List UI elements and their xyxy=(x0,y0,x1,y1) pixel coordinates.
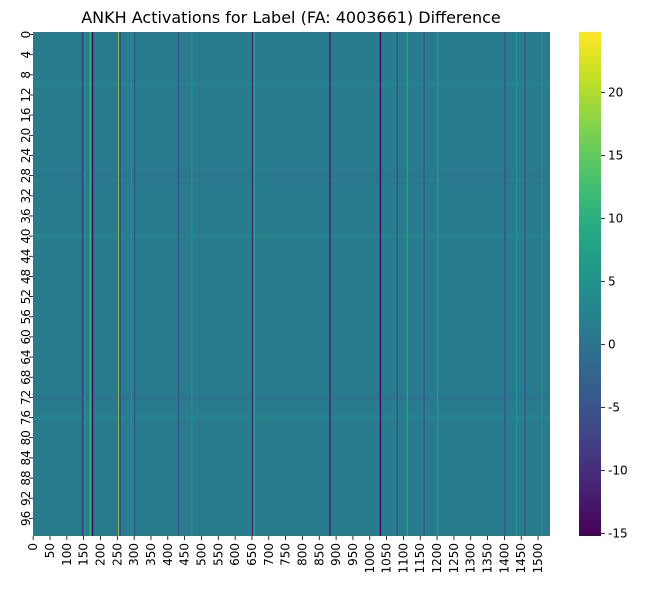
y-tick-label: 92 xyxy=(19,491,33,506)
y-tick-label: 8 xyxy=(19,71,33,79)
y-tick-label: 44 xyxy=(19,249,33,264)
heatmap-background xyxy=(33,32,550,536)
heatmap-row-band xyxy=(33,82,550,88)
x-tick-label: 0 xyxy=(26,543,40,551)
x-tick-label: 300 xyxy=(127,543,141,566)
x-tick-label: 1450 xyxy=(514,543,528,574)
y-tick-label: 64 xyxy=(19,349,33,364)
colorbar-tick-label: -15 xyxy=(608,526,628,540)
x-tick-label: 1100 xyxy=(396,543,410,574)
x-tick-label: 600 xyxy=(228,543,242,566)
colorbar xyxy=(579,32,601,536)
x-tick-label: 500 xyxy=(194,543,208,566)
heatmap-column-stripe xyxy=(329,32,331,536)
x-tick-label: 250 xyxy=(110,543,124,566)
x-tick-label: 700 xyxy=(262,543,276,566)
x-tick-label: 1150 xyxy=(413,543,427,574)
heatmap-column-stripe xyxy=(516,32,518,536)
heatmap-row-band xyxy=(33,173,550,179)
colorbar-tick-label: -10 xyxy=(608,463,628,477)
y-tick-label: 76 xyxy=(19,410,33,425)
x-tick-label: 650 xyxy=(245,543,259,566)
x-tick-label: 1300 xyxy=(464,543,478,574)
x-tick-label: 1200 xyxy=(430,543,444,574)
y-tick-label: 4 xyxy=(19,51,33,59)
heatmap-column-stripe xyxy=(524,32,526,536)
x-tick-label: 800 xyxy=(295,543,309,566)
heatmap-column-stripe xyxy=(423,32,425,536)
heatmap-column-stripe xyxy=(119,32,121,536)
x-tick-label: 100 xyxy=(60,543,74,566)
y-tick-label: 24 xyxy=(19,148,33,163)
y-tick-label: 52 xyxy=(19,289,33,304)
x-tick-label: 50 xyxy=(43,543,57,558)
y-tick-label: 48 xyxy=(19,269,33,284)
x-tick-label: 1250 xyxy=(447,543,461,574)
x-tick-label: 400 xyxy=(161,543,175,566)
heatmap-column-stripe xyxy=(396,32,398,536)
heatmap-column-stripe xyxy=(177,32,180,536)
y-tick-label: 36 xyxy=(19,208,33,223)
x-tick-label: 200 xyxy=(93,543,107,566)
x-axis: 0 50 100 150 200 250 300 350 400 450 500 550 600 650 7… xyxy=(26,536,545,574)
x-tick-label: 1500 xyxy=(531,543,545,574)
heatmap-column-stripe xyxy=(191,32,193,536)
y-tick-label: 84 xyxy=(19,450,33,465)
heatmap-column-stripe xyxy=(504,32,506,536)
x-tick-label: 450 xyxy=(178,543,192,566)
heatmap-plot-area xyxy=(33,32,550,536)
heatmap-column-stripe xyxy=(133,32,136,536)
y-tick-label: 72 xyxy=(19,390,33,405)
y-tick-label: 0 xyxy=(19,31,33,39)
colorbar-tick-label: 20 xyxy=(608,85,623,99)
colorbar-tick-label: 5 xyxy=(608,274,616,288)
heatmap-row-band xyxy=(33,415,550,421)
y-axis: 0481216202428323640444852566064687276808… xyxy=(19,31,33,526)
heatmap-column-stripe xyxy=(84,32,86,536)
heatmap-row-band xyxy=(33,394,550,400)
heatmap-row-band xyxy=(33,233,550,239)
y-tick-label: 16 xyxy=(19,108,33,123)
heatmap-column-stripe xyxy=(379,32,382,536)
x-tick-label: 950 xyxy=(346,543,360,566)
y-tick-label: 28 xyxy=(19,168,33,183)
heatmap-column-stripe xyxy=(541,32,543,536)
x-tick-label: 350 xyxy=(144,543,158,566)
x-tick-label: 750 xyxy=(279,543,293,566)
colorbar-tick-label: 15 xyxy=(608,148,623,162)
y-tick-label: 96 xyxy=(19,511,33,526)
heatmap-column-stripe xyxy=(130,32,133,536)
colorbar-tick-label: -5 xyxy=(608,400,620,414)
x-tick-label: 1050 xyxy=(380,543,394,574)
colorbar-tick-label: 0 xyxy=(608,337,616,351)
y-tick-label: 68 xyxy=(19,370,33,385)
heatmap-column-stripe xyxy=(251,32,254,536)
x-tick-label: 1400 xyxy=(497,543,511,574)
x-tick-label: 550 xyxy=(211,543,225,566)
y-tick-label: 80 xyxy=(19,430,33,445)
colorbar-tick-label: 10 xyxy=(608,211,623,225)
heatmap-column-stripe xyxy=(253,32,255,536)
x-tick-label: 900 xyxy=(329,543,343,566)
heatmap-column-stripe xyxy=(89,32,91,536)
y-tick-label: 12 xyxy=(19,87,33,102)
heatmap-column-stripe xyxy=(91,32,94,536)
y-tick-label: 32 xyxy=(19,188,33,203)
colorbar-axis: -15 -10 -5 0 5 10 15 20 xyxy=(601,85,628,540)
y-tick-label: 56 xyxy=(19,309,33,324)
x-tick-label: 1000 xyxy=(363,543,377,574)
x-tick-label: 150 xyxy=(77,543,91,566)
chart-title: ANKH Activations for Label (FA: 4003661)… xyxy=(81,8,501,27)
y-tick-label: 88 xyxy=(19,470,33,485)
y-tick-label: 60 xyxy=(19,329,33,344)
x-tick-label: 850 xyxy=(312,543,326,566)
x-tick-label: 1350 xyxy=(481,543,495,574)
y-tick-label: 40 xyxy=(19,228,33,243)
heatmap-column-stripe xyxy=(81,32,84,536)
y-tick-label: 20 xyxy=(19,128,33,143)
heatmap-column-stripe xyxy=(436,32,439,536)
heatmap-column-stripe xyxy=(82,32,85,536)
heatmap-column-stripe xyxy=(406,32,409,536)
